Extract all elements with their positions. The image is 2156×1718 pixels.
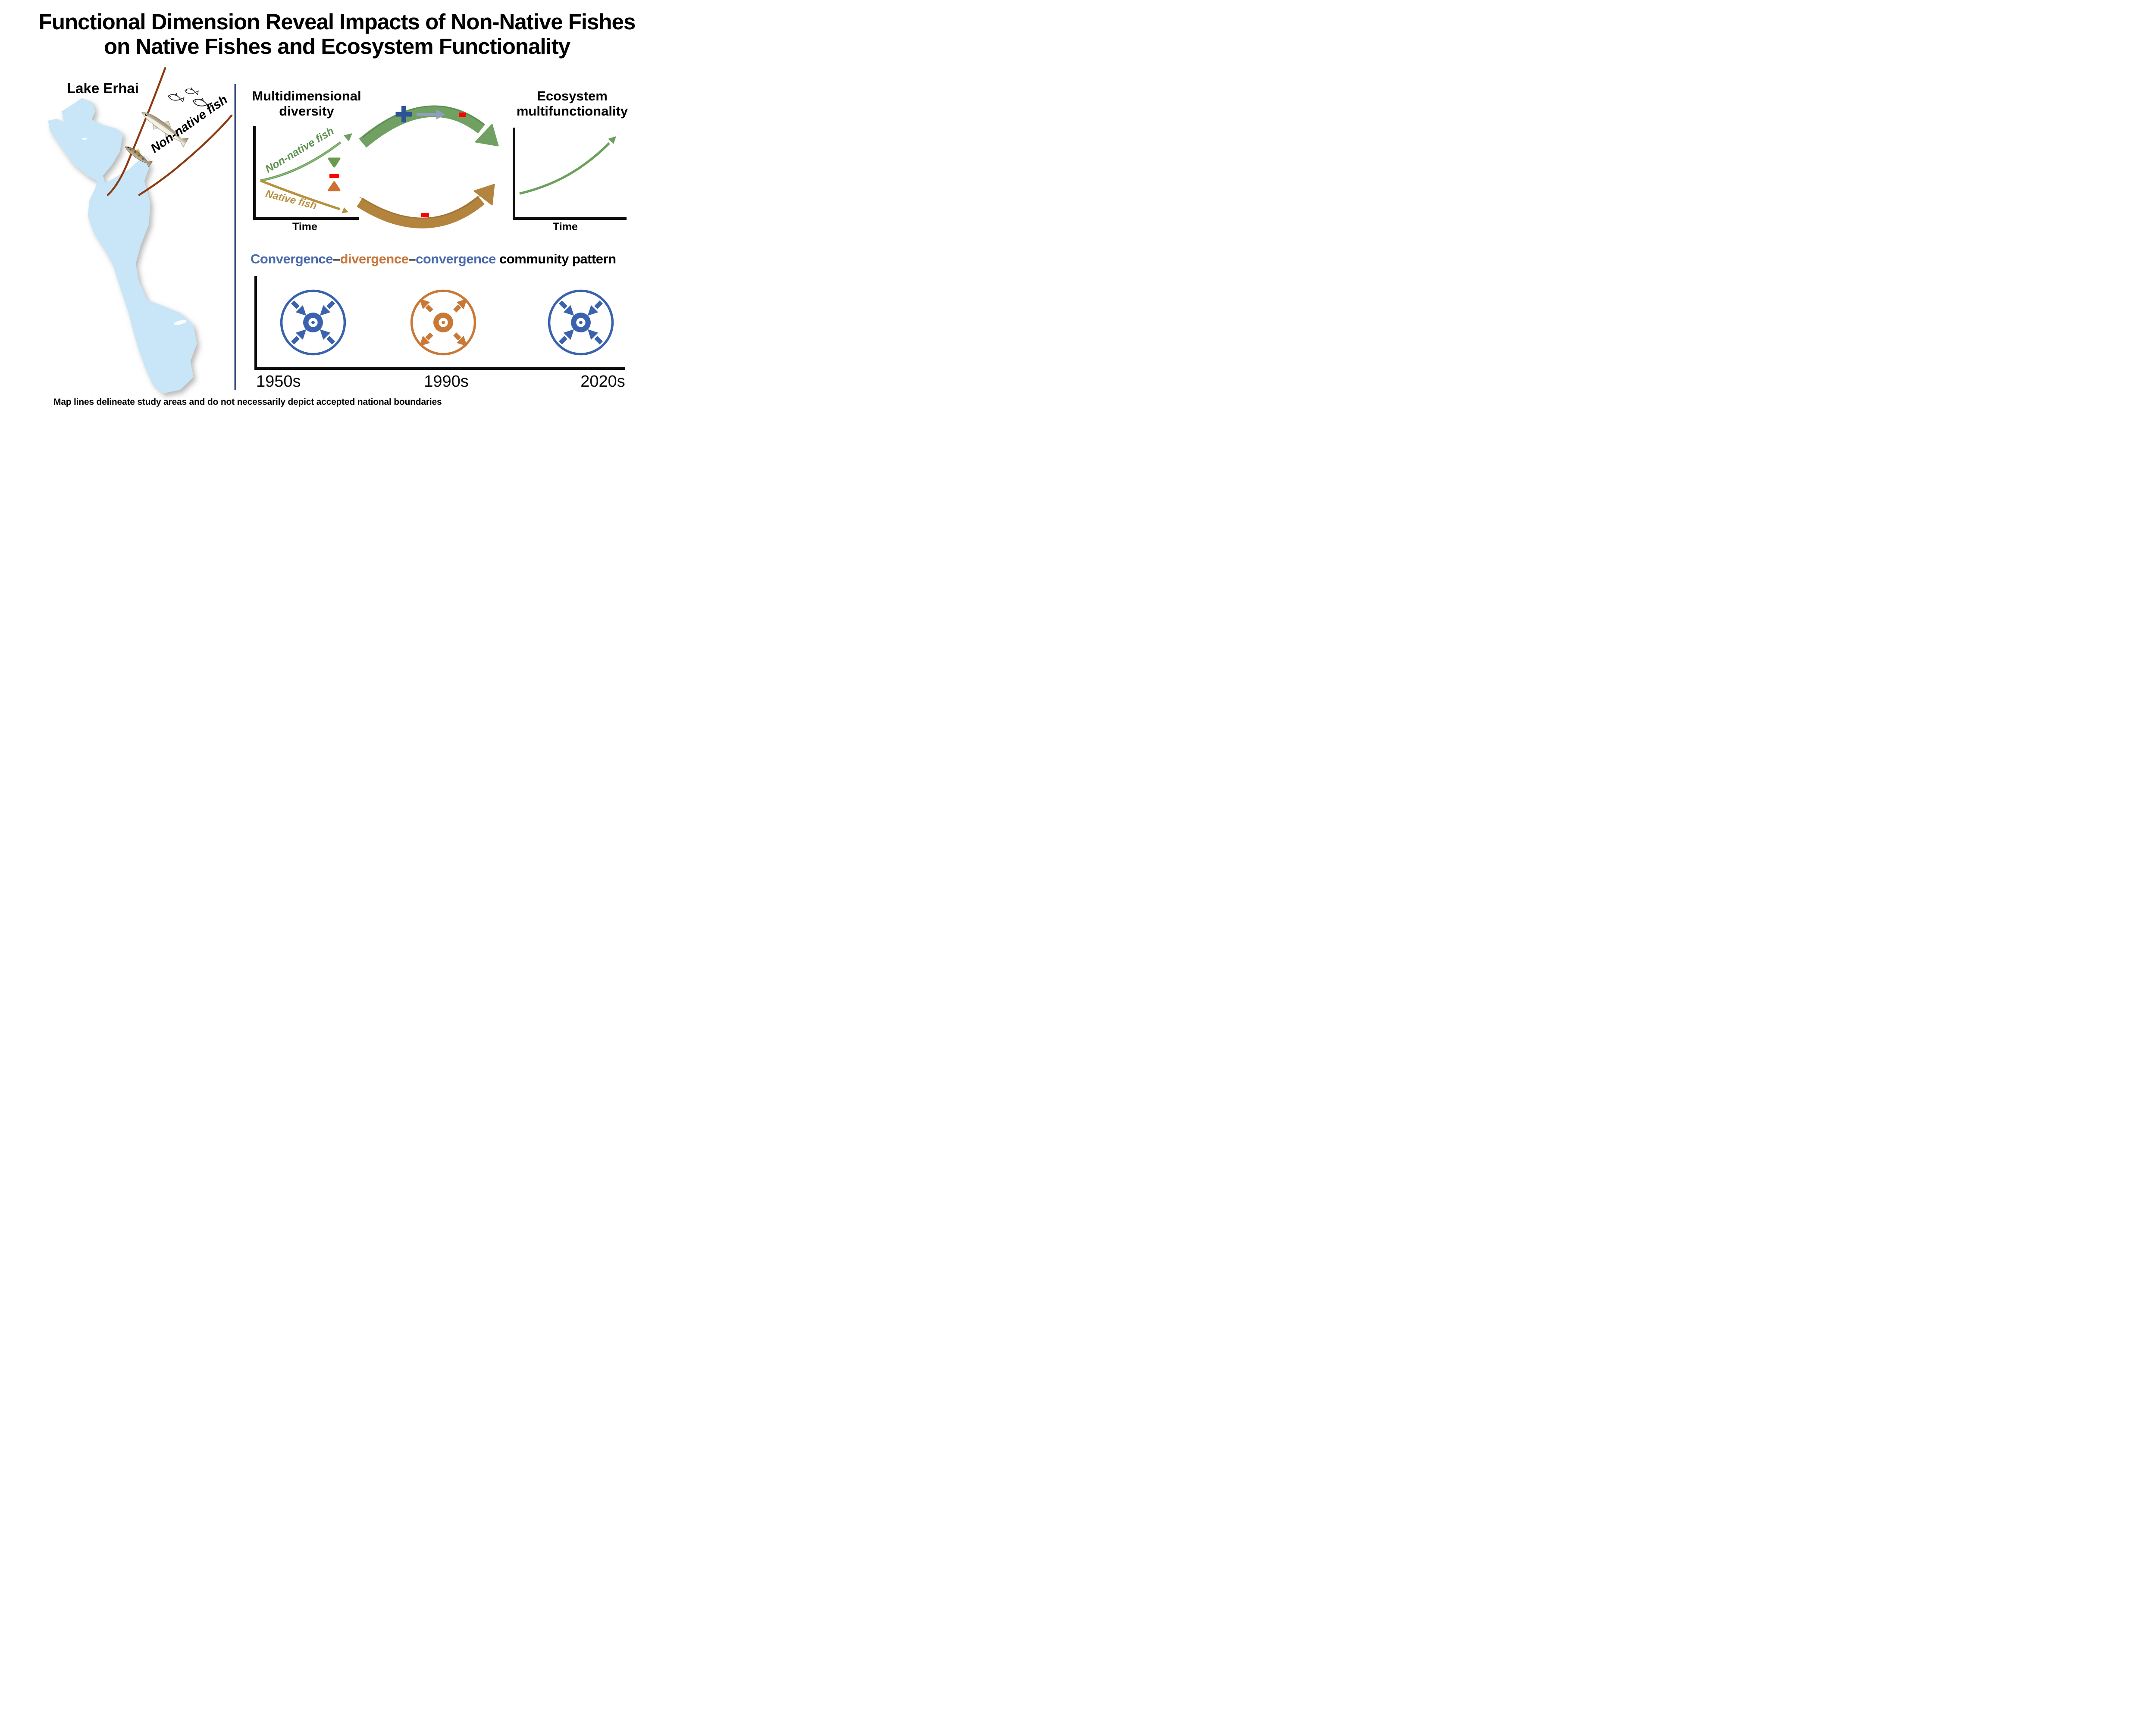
silver-fish-photo [141, 112, 189, 148]
pattern-segment-divergence: divergence [340, 251, 409, 266]
ecosystem-curve-arrowhead [608, 136, 616, 144]
goby-fish-photo [125, 146, 153, 168]
ecosystem-title-line1: Ecosystem [537, 88, 608, 103]
minus-icon-top [459, 113, 466, 117]
era-label-2020s: 2020s [580, 372, 625, 391]
convergence-arrows-icon [280, 289, 346, 356]
brown-arch-rim [359, 196, 480, 219]
diversity-title-line2: diversity [279, 103, 334, 119]
lake-erhai-label: Lake Erhai [67, 80, 139, 96]
ecosystem-xaxis-label: Time [553, 221, 578, 233]
diversity-chart-title: Multidimensional diversity [238, 88, 376, 119]
brown-arch-arrowhead [473, 184, 495, 206]
lake-erhai-shape [48, 98, 197, 394]
era-label-1990s: 1990s [424, 372, 469, 391]
pattern-dash-2: – [408, 251, 416, 266]
pattern-segment-convergence-1: Convergence [251, 251, 333, 266]
convergence-pattern-circle [279, 288, 347, 357]
lake-highlight-small [82, 138, 87, 140]
native-curve-arrowhead [342, 207, 348, 213]
boundary-line-lower [138, 114, 233, 196]
panel-divider [234, 84, 236, 390]
diversity-chart-axes [253, 126, 359, 220]
right-arrow-icon [417, 110, 445, 119]
positive-effect-plus-icon [395, 106, 412, 122]
fish-sketch-icons [168, 87, 212, 109]
ecosystem-chart-title: Ecosystem multifunctionality [503, 88, 641, 119]
page-title-line2: on Native Fishes and Ecosystem Functiona… [103, 34, 570, 59]
diversity-xaxis-label: Time [292, 221, 317, 233]
minus-icon-mid [329, 174, 339, 178]
lake-highlight [174, 320, 187, 325]
diversity-title-line1: Multidimensional [252, 88, 361, 103]
ecosystem-title-line2: multifunctionality [516, 103, 628, 119]
page-title-line1: Functional Dimension Reveal Impacts of N… [38, 9, 636, 34]
ecosystem-chart-axes [513, 128, 627, 220]
era-label-1950s: 1950s [256, 372, 301, 391]
triangle-up-icon [328, 181, 341, 191]
convergence-pattern-circle [547, 288, 615, 357]
native-fish-curve [260, 179, 340, 210]
ecosystem-curve [519, 142, 610, 195]
green-arch-rim [362, 105, 484, 138]
pattern-headline: Convergence–divergence–convergence commu… [251, 251, 616, 267]
nonnative-curve-highlight [260, 142, 341, 181]
green-arch-arrowhead [475, 124, 499, 147]
divergence-arrows-icon [410, 289, 476, 356]
page-title: Functional Dimension Reveal Impacts of N… [0, 9, 674, 59]
divergence-pattern-circle [409, 288, 477, 357]
map-disclaimer-footnote: Map lines delineate study areas and do n… [53, 397, 442, 407]
pattern-segment-convergence-2: convergence [416, 251, 496, 266]
pattern-segment-community: community pattern [495, 251, 616, 266]
green-feedback-arch [359, 105, 486, 148]
triangle-down-icon [328, 157, 341, 168]
figure-graphics [48, 67, 627, 394]
pattern-dash-1: – [332, 251, 340, 266]
minus-icon-bottom [421, 213, 429, 217]
nonnative-curve-arrowhead [344, 133, 352, 141]
convergence-arrows-icon [548, 289, 614, 356]
graphical-abstract: Functional Dimension Reveal Impacts of N… [0, 0, 674, 413]
brown-feedback-arch [357, 196, 485, 228]
timeline-axes [254, 276, 625, 370]
